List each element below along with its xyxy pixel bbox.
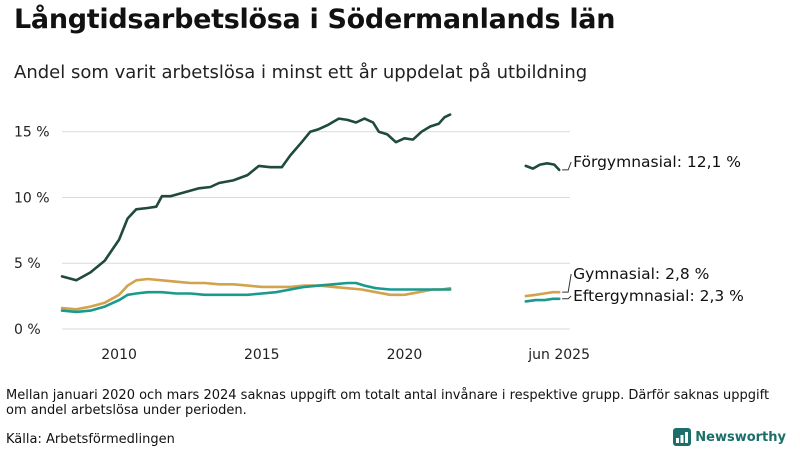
newsworthy-logo-icon	[673, 428, 692, 446]
y-tick-label: 15 %	[14, 125, 50, 141]
series-label-connector-gymnasial	[562, 273, 572, 293]
chart-subtitle: Andel som varit arbetslösa i minst ett å…	[14, 62, 588, 83]
series-label-connector-eftergymnasial	[562, 295, 572, 300]
source-text: Källa: Arbetsförmedlingen	[6, 432, 175, 447]
series-line-förgymnasial	[524, 162, 561, 172]
series-label-förgymnasial: Förgymnasial: 12,1 %	[573, 153, 741, 171]
series-line-gymnasial	[524, 290, 561, 298]
line-chart: 0 % 5 % 10 % 15 % 2010 2015 2020 jun 2025 Förgym…	[14, 113, 744, 363]
x-tick-label: 2010	[101, 347, 137, 363]
series-line-eftergymnasial	[60, 281, 452, 314]
y-tick-label: 0 %	[14, 322, 41, 338]
x-tick-label: jun 2025	[527, 347, 590, 363]
footnote: Mellan januari 2020 och mars 2024 saknas…	[6, 388, 770, 418]
x-tick-label: 2020	[387, 347, 423, 363]
brand-name: Newsworthy	[695, 429, 786, 445]
series-label-eftergymnasial: Eftergymnasial: 2,3 %	[573, 287, 744, 305]
series-line-eftergymnasial	[524, 297, 561, 303]
series-line-gymnasial	[60, 277, 452, 311]
series-line-förgymnasial	[60, 113, 452, 282]
brand-logo[interactable]: Newsworthy	[673, 428, 786, 446]
y-tick-label: 5 %	[14, 256, 41, 272]
x-tick-label: 2015	[244, 347, 280, 363]
series-label-connector-förgymnasial	[562, 161, 572, 171]
chart-title: Långtidsarbetslösa i Södermanlands län	[14, 4, 616, 35]
y-tick-label: 10 %	[14, 190, 50, 206]
series-label-gymnasial: Gymnasial: 2,8 %	[573, 265, 709, 283]
